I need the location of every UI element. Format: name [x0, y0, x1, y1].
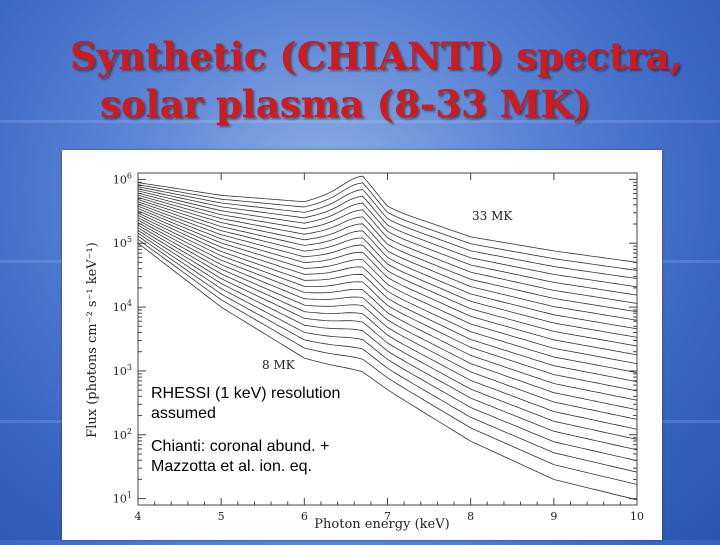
x-tick-label: 10	[630, 510, 644, 523]
spectrum-curve	[137, 194, 638, 313]
background-wave	[0, 120, 720, 123]
y-tick-exp: 4	[127, 299, 132, 308]
y-tick-exp: 5	[127, 235, 132, 244]
spectrum-curve	[137, 188, 638, 288]
spectrum-curve	[137, 186, 638, 279]
spectrum-curve	[137, 224, 638, 430]
y-tick-exp: 2	[127, 427, 132, 436]
spectrum-curve	[137, 219, 638, 411]
annotation-line: Chianti: coronal abund. +	[151, 438, 330, 455]
x-axis-label: Photon energy (keV)	[314, 517, 449, 532]
curve-label-8mk: 8 MK	[262, 358, 296, 372]
spectrum-curve	[137, 197, 638, 321]
y-tick-base: 10	[113, 237, 127, 250]
spectrum-curve	[137, 238, 638, 485]
y-tick-label: 106	[113, 171, 132, 186]
y-tick-base: 10	[113, 493, 127, 506]
annotation-resolution: RHESSI (1 keV) resolution assumed	[151, 384, 340, 424]
slide-title: Synthetic (CHIANTI) spectra, solar plasm…	[0, 32, 720, 128]
y-tick-label: 104	[113, 299, 132, 314]
spectrum-curve	[137, 222, 638, 420]
annotation-line: Mazzotta et al. ion. eq.	[151, 458, 312, 475]
slide-title-line2: solar plasma (8-33 MK)	[100, 82, 591, 126]
spectrum-curve	[137, 217, 638, 401]
spectrum-curve	[137, 208, 638, 365]
spectrum-curve	[137, 232, 638, 462]
spectrum-curve	[137, 201, 638, 338]
spectrum-curve	[137, 235, 638, 473]
x-tick-label: 5	[218, 510, 225, 523]
x-tick-label: 6	[301, 510, 308, 523]
spectrum-curve	[137, 215, 638, 392]
y-tick-exp: 6	[127, 171, 132, 180]
y-tick-label: 105	[113, 235, 132, 250]
y-tick-base: 10	[113, 301, 127, 314]
curve-label-33mk: 33 MK	[472, 209, 513, 223]
y-tick-label: 101	[113, 491, 132, 506]
annotation-line: RHESSI (1 keV) resolution	[151, 385, 341, 402]
spectrum-curve	[137, 205, 638, 356]
spectrum-curve	[137, 212, 638, 383]
spectrum-curve	[137, 230, 638, 451]
x-tick-label: 4	[135, 510, 142, 523]
y-tick-base: 10	[113, 429, 127, 442]
x-tick-label: 7	[384, 510, 391, 523]
y-tick-label: 102	[113, 427, 132, 442]
spectrum-curve	[137, 242, 638, 501]
y-tick-base: 10	[113, 173, 127, 186]
slide-title-line1: Synthetic (CHIANTI) spectra,	[70, 34, 683, 78]
y-tick-base: 10	[113, 365, 127, 378]
spectrum-curve	[137, 182, 638, 271]
y-tick-exp: 3	[127, 363, 132, 372]
plot-panel: 4 5 6 7 8 9 10 101 102 103 104 105 106 Photon energy…	[62, 150, 662, 540]
y-tick-exp: 1	[127, 491, 132, 500]
y-axis-label: Flux (photons cm⁻² s⁻¹ keV⁻¹)	[85, 242, 100, 438]
x-tick-label: 9	[550, 510, 557, 523]
spectrum-curve	[137, 175, 638, 263]
x-tick-label: 8	[467, 510, 474, 523]
annotation-abundances: Chianti: coronal abund. + Mazzotta et al…	[151, 437, 329, 477]
spectrum-curve	[137, 192, 638, 304]
spectrum-curve	[137, 203, 638, 347]
y-tick-label: 103	[113, 363, 132, 378]
spectrum-curve	[137, 190, 638, 296]
spectrum-curve	[137, 210, 638, 373]
spectrum-curve	[137, 199, 638, 330]
annotation-line: assumed	[151, 405, 216, 422]
spectrum-curve	[137, 227, 638, 440]
